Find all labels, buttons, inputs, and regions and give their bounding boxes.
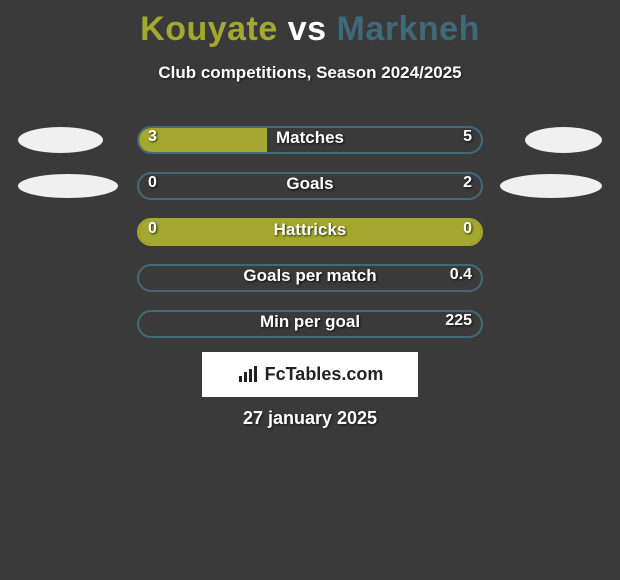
snapshot-date: 27 january 2025 xyxy=(0,408,620,429)
subtitle: Club competitions, Season 2024/2025 xyxy=(0,63,620,83)
stat-bar-track xyxy=(137,264,483,292)
stat-row: Goals02 xyxy=(0,163,620,209)
player-b-marker xyxy=(525,127,602,153)
stat-row: Hattricks00 xyxy=(0,209,620,255)
stat-row: Min per goal225 xyxy=(0,301,620,347)
stat-bar-track xyxy=(137,126,483,154)
vs-separator: vs xyxy=(288,10,327,48)
page-title: Kouyate vs Markneh xyxy=(0,0,620,49)
bar-chart-icon xyxy=(237,366,259,384)
stat-bar-track xyxy=(137,310,483,338)
player-a-marker xyxy=(18,174,118,198)
fctables-badge[interactable]: FcTables.com xyxy=(202,352,418,397)
stat-bar-track xyxy=(137,172,483,200)
stat-row: Goals per match0.4 xyxy=(0,255,620,301)
stat-bar-left-fill xyxy=(139,220,481,244)
player-b-name: Markneh xyxy=(337,10,480,48)
stat-bar-track xyxy=(137,218,483,246)
stat-row: Matches35 xyxy=(0,117,620,163)
badge-text: FcTables.com xyxy=(265,364,384,385)
player-a-name: Kouyate xyxy=(140,10,278,48)
player-b-marker xyxy=(500,174,602,198)
player-a-marker xyxy=(18,127,103,153)
stat-bar-left-fill xyxy=(139,128,267,152)
stat-rows: Matches35Goals02Hattricks00Goals per mat… xyxy=(0,117,620,347)
